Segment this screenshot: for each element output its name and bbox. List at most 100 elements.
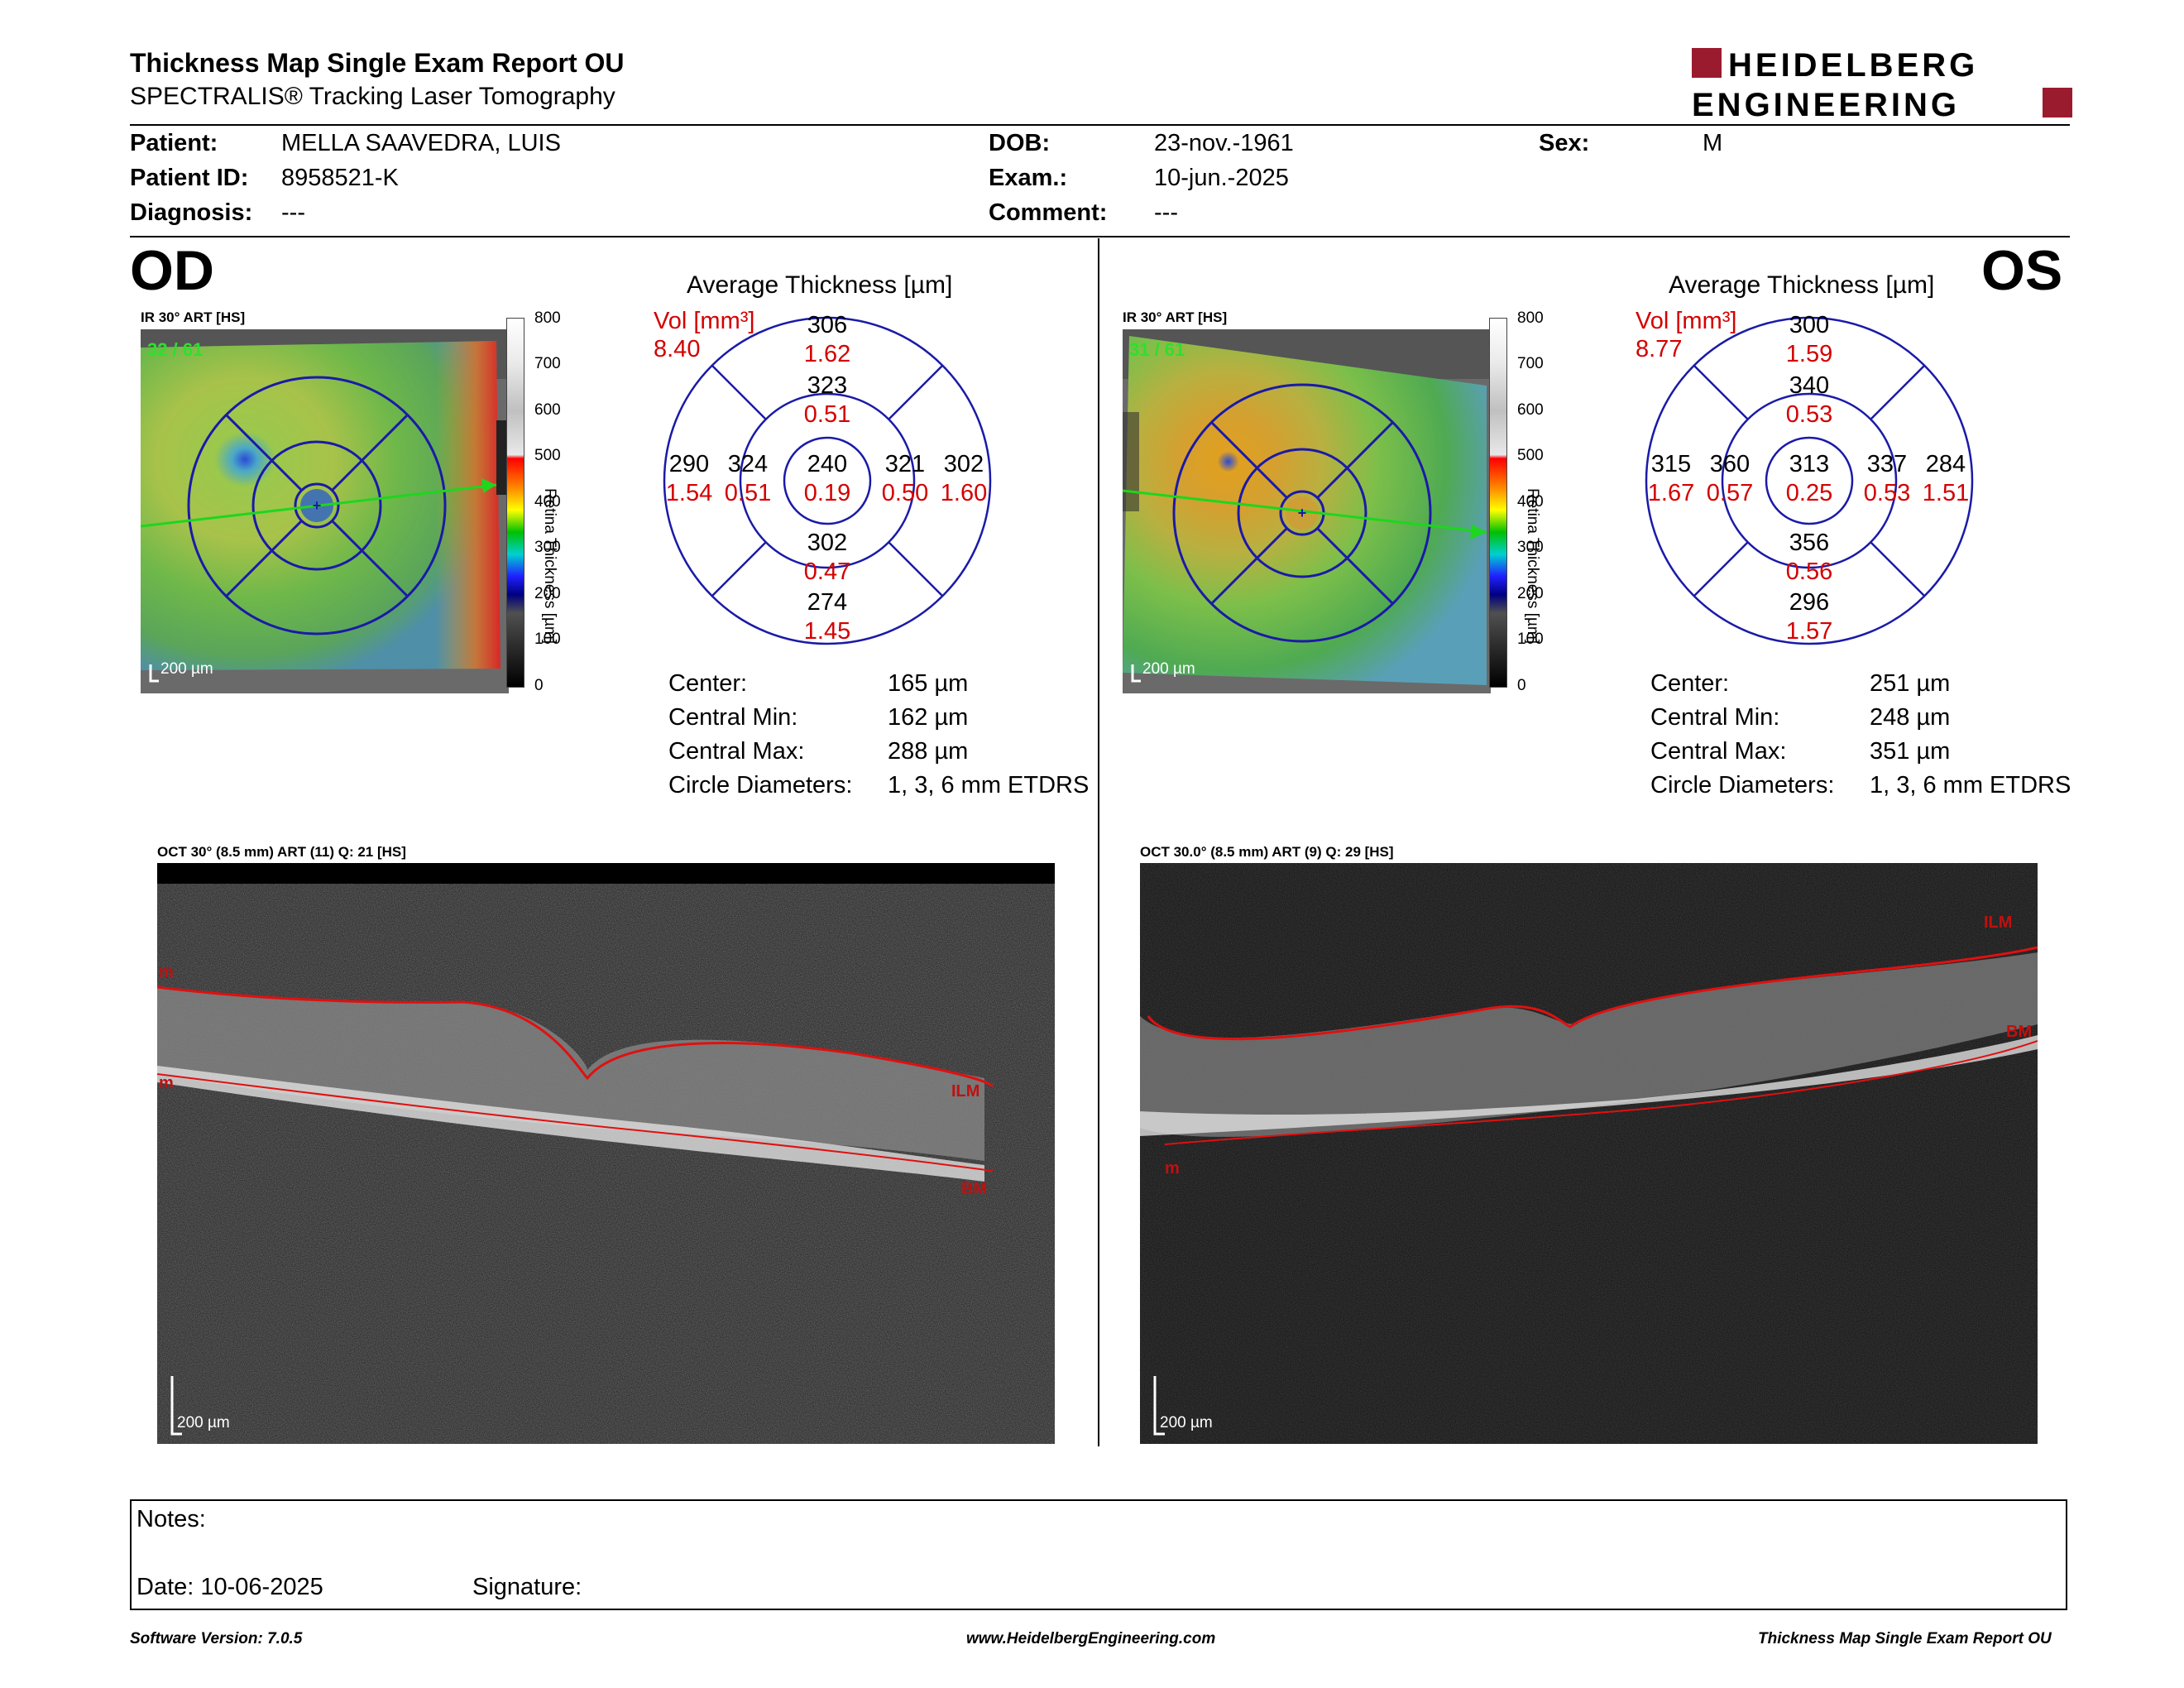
os-inner-nas-thk: 337 [1866,451,1908,477]
od-colorbar [506,318,524,688]
os-colorbar-ticks: 800 700 600 500 400 300 200 100 0 [1517,309,1544,694]
od-inner-nas-thk: 321 [884,451,926,477]
os-oct-m-label: m [1165,1159,1180,1177]
os-oct-ilm-label: ILM [1984,914,2012,932]
od-oct-scale: 200 µm [177,1414,230,1431]
od-outer-sup-thk: 306 [807,312,848,338]
os-min-label: Central Min: [1650,704,1780,731]
diagnosis-value: --- [281,199,305,226]
sex-label: Sex: [1539,130,1590,156]
od-colorbar-ticks: 800 700 600 500 400 300 200 100 0 [534,309,561,694]
od-ir-label: IR 30° ART [HS] [141,309,246,325]
od-diam-label: Circle Diameters: [668,772,853,798]
od-vol-total: 8.40 [654,336,701,362]
od-oct-bscan: m m ILM BM 200 µm [157,863,1055,1444]
od-min-label: Central Min: [668,704,798,731]
date-label: Date: 10-06-2025 [136,1574,323,1600]
od-inner-temp-vol: 0.51 [724,480,772,506]
dob-label: DOB: [989,130,1051,156]
os-outer-temp-thk: 315 [1650,451,1692,477]
od-min-value: 162 µm [888,704,969,731]
eye-divider [1098,238,1099,1446]
od-oct-bm-label: BM [961,1180,987,1198]
od-inner-inf-vol: 0.47 [803,559,851,585]
os-outer-sup-vol: 1.59 [1785,341,1833,367]
patient-id-label: Patient ID: [130,165,249,191]
os-fundus-thickness-map: + 31 / 61 200 µm [1123,329,1491,693]
os-min-value: 248 µm [1870,704,1951,731]
os-inner-sup-vol: 0.53 [1785,401,1833,428]
od-center-vol: 0.19 [803,480,851,506]
od-oct-m-bottom: m [159,1074,174,1092]
od-inner-nas-vol: 0.50 [881,480,929,506]
od-vol-label: Vol [mm³] [654,308,755,334]
signature-label: Signature: [472,1574,582,1600]
od-outer-inf-vol: 1.45 [803,618,851,645]
od-oct-ilm-label: ILM [951,1082,979,1101]
os-vol-label: Vol [mm³] [1636,308,1737,334]
os-colorbar [1489,318,1507,688]
os-oct-label: OCT 30.0° (8.5 mm) ART (9) Q: 29 [HS] [1140,844,1394,860]
od-center-thk: 240 [807,451,848,477]
eye-label-os: OS [1981,239,2063,302]
os-inner-sup-thk: 340 [1789,372,1830,399]
header-rule [130,124,2070,126]
os-oct-bm-label: BM [2006,1023,2032,1041]
svg-text:ENGINEERING: ENGINEERING [1692,87,1960,120]
od-avg-title: Average Thickness [µm] [687,271,953,299]
comment-label: Comment: [989,199,1108,226]
od-outer-temp-thk: 290 [668,451,710,477]
os-max-label: Central Max: [1650,738,1787,765]
patient-id-value: 8958521-K [281,165,399,191]
od-diam-value: 1, 3, 6 mm ETDRS [888,772,1090,798]
od-etdrs-grid [663,316,992,645]
eye-label-od: OD [130,239,214,302]
od-outer-nas-vol: 1.60 [940,480,988,506]
od-fundus-scale: 200 µm [160,660,213,678]
notes-box: Notes: Date: 10-06-2025 Signature: [130,1499,2067,1610]
os-oct-bscan: ILM BM m 200 µm [1140,863,2038,1444]
od-center-value: 165 µm [888,670,969,697]
sex-value: M [1703,130,1723,156]
os-inner-inf-vol: 0.56 [1785,559,1833,585]
od-inner-temp-thk: 324 [727,451,769,477]
notes-label: Notes: [136,1506,206,1532]
os-inner-temp-vol: 0.57 [1706,480,1754,506]
info-rule [130,236,2070,237]
patient-name: MELLA SAAVEDRA, LUIS [281,130,561,156]
os-frame-count: 31 / 61 [1129,339,1185,360]
exam-value: 10-jun.-2025 [1154,165,1289,191]
os-diam-label: Circle Diameters: [1650,772,1835,798]
os-diam-value: 1, 3, 6 mm ETDRS [1870,772,2071,798]
footer-url[interactable]: www.HeidelbergEngineering.com [966,1630,1216,1647]
os-center-vol: 0.25 [1785,480,1833,506]
report-subtitle: SPECTRALIS® Tracking Laser Tomography [130,83,615,110]
od-inner-inf-thk: 302 [807,530,848,556]
os-oct-scale: 200 µm [1160,1414,1213,1431]
diagnosis-label: Diagnosis: [130,199,253,226]
od-oct-label: OCT 30° (8.5 mm) ART (11) Q: 21 [HS] [157,844,406,860]
od-outer-temp-vol: 1.54 [665,480,713,506]
od-outer-sup-vol: 1.62 [803,341,851,367]
os-etdrs-grid [1645,316,1974,645]
os-outer-inf-vol: 1.57 [1785,618,1833,645]
os-center-label: Center: [1650,670,1730,697]
os-outer-inf-thk: 296 [1789,589,1830,616]
os-inner-inf-thk: 356 [1789,530,1830,556]
od-center-label: Center: [668,670,748,697]
os-inner-nas-vol: 0.53 [1863,480,1911,506]
os-outer-nas-thk: 284 [1925,451,1966,477]
od-fundus-thickness-map: + 32 / 61 200 µm [141,329,509,693]
comment-value: --- [1154,199,1178,226]
footer-report-name: Thickness Map Single Exam Report OU [1758,1630,2052,1647]
svg-text:+: + [313,497,322,514]
os-center-value: 251 µm [1870,670,1951,697]
od-outer-inf-thk: 274 [807,589,848,616]
os-max-value: 351 µm [1870,738,1951,765]
footer-version: Software Version: 7.0.5 [130,1630,303,1647]
os-center-thk: 313 [1789,451,1830,477]
patient-label: Patient: [130,130,218,156]
exam-label: Exam.: [989,165,1068,191]
os-outer-nas-vol: 1.51 [1922,480,1970,506]
od-max-value: 288 µm [888,738,969,765]
